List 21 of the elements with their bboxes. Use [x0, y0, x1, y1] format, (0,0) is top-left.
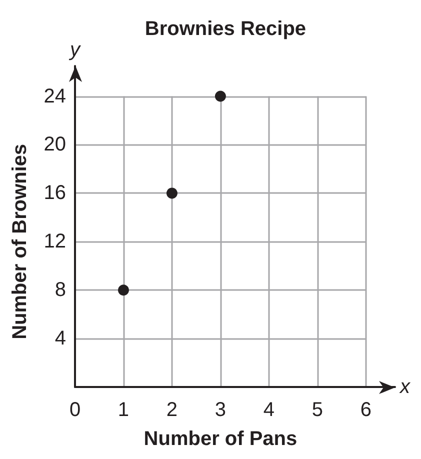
y-tick-label: 12: [44, 230, 66, 253]
x-tick-label: 1: [118, 399, 130, 421]
y-tick-label: 8: [54, 279, 66, 302]
x-tick-label: 2: [166, 399, 178, 421]
point: [166, 188, 178, 199]
point: [118, 284, 129, 296]
y-tick-label: 4: [54, 328, 66, 350]
y-tick-label: 24: [44, 85, 66, 108]
x-tick-label: 4: [263, 399, 274, 421]
y-axis-title: Number of Brownies: [9, 144, 31, 340]
x-tick-label: 0: [69, 399, 81, 421]
x-tick-label: 6: [360, 399, 372, 421]
text: x: [399, 376, 411, 398]
chart-title: Brownies Recipe: [144, 18, 306, 40]
x-axis-title: Number of Pans: [144, 428, 298, 450]
x-tick-label: 3: [214, 399, 226, 421]
x-tick-label: 5: [312, 399, 323, 421]
y-tick-label: 16: [44, 182, 66, 204]
text: y: [68, 39, 81, 61]
point: [214, 90, 226, 102]
y-tick-label: 20: [44, 134, 66, 156]
